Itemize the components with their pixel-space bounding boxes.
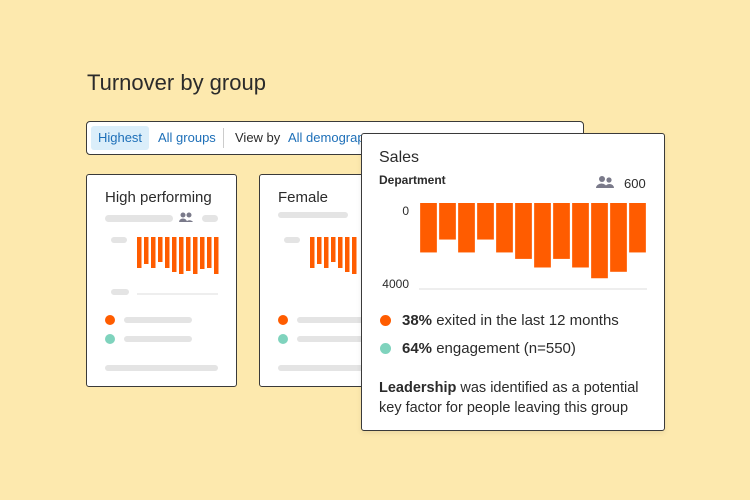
- chart: 0 4000: [382, 176, 647, 291]
- divider: [223, 128, 224, 148]
- y-tick-label: 4000: [382, 277, 409, 291]
- card-title: Sales: [379, 149, 420, 166]
- y-tick-label: 0: [402, 204, 409, 218]
- headcount: 600: [624, 176, 646, 191]
- bar: [610, 203, 627, 272]
- bar: [496, 203, 513, 253]
- detail-card: Sales Department 600 0 4000 38% exited in…: [361, 133, 665, 431]
- filter-demographics[interactable]: All demograp: [288, 130, 365, 145]
- bar: [477, 203, 494, 240]
- filter-highest[interactable]: Highest: [91, 126, 149, 150]
- bar: [553, 203, 570, 259]
- bar: [458, 203, 475, 253]
- filter-all-groups[interactable]: All groups: [158, 130, 216, 145]
- card-subtitle: Department: [379, 173, 446, 187]
- bar: [572, 203, 589, 268]
- insight: Leadership was identified as a potential…: [379, 380, 639, 416]
- bar: [439, 203, 456, 240]
- group-title: High performing: [105, 189, 212, 206]
- stat: 38% exited in the last 12 months: [402, 312, 619, 329]
- mini-chart: [278, 212, 391, 371]
- bar: [534, 203, 551, 268]
- mini-chart: [105, 212, 219, 371]
- legend-dot: [380, 343, 391, 354]
- view-by-label: View by: [235, 130, 281, 145]
- stat: 64% engagement (n=550): [402, 340, 576, 357]
- bar: [591, 203, 608, 279]
- bar: [629, 203, 646, 253]
- bar: [515, 203, 532, 259]
- legend-dot: [380, 315, 391, 326]
- group-card[interactable]: High performing: [86, 174, 237, 387]
- bar: [420, 203, 437, 253]
- group-title: Female: [278, 189, 329, 206]
- page-title: Turnover by group: [87, 70, 266, 95]
